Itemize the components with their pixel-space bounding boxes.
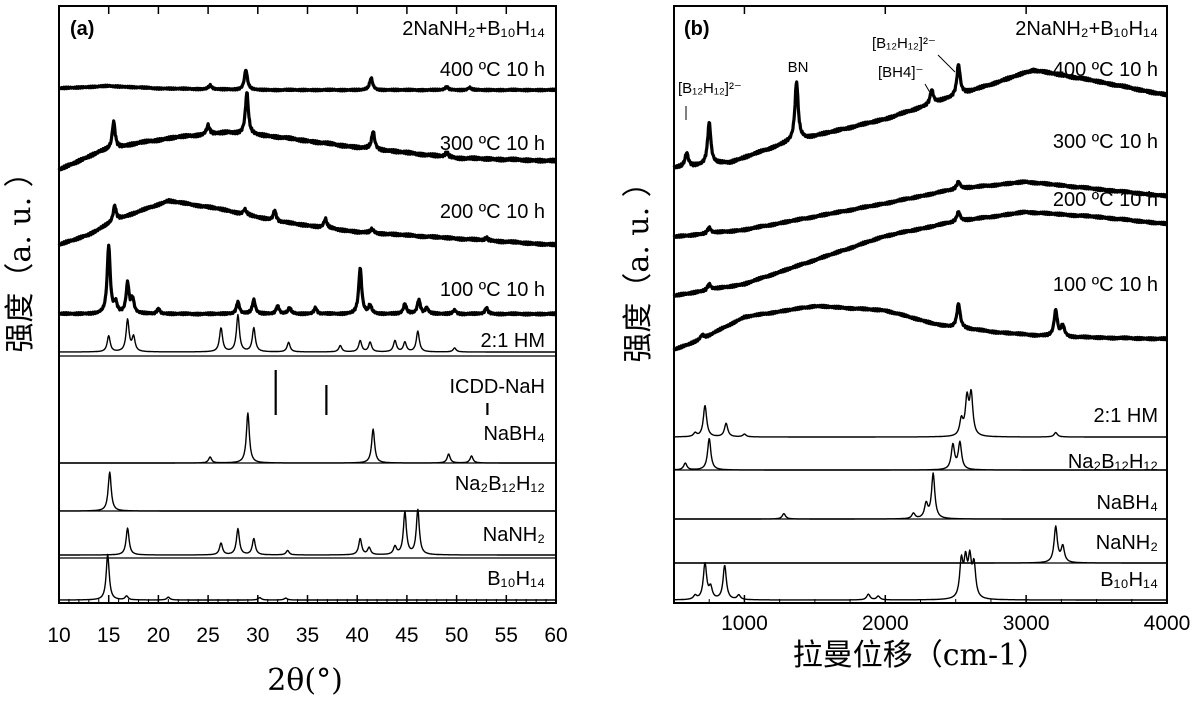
series-label: NaBH₄ xyxy=(1096,492,1158,514)
series-line xyxy=(672,179,1169,239)
panel-b-tag: (b) xyxy=(684,18,710,40)
annotation-leader xyxy=(937,54,956,73)
series-label: 400 ºC 10 h xyxy=(440,59,545,81)
panel-a-ylabel: 强度（a. u. ） xyxy=(3,157,38,352)
panel-a-plot: 10 15 20 25 30 35 40 45 50 55 60 400 ºC 10 h 300 ºC … xyxy=(47,6,568,647)
panel-b-xlabel: 拉曼位移（cm-1） xyxy=(793,638,1047,673)
series-label: 300 ºC 10 h xyxy=(440,133,545,155)
series-label: 300 ºC 10 h xyxy=(1053,131,1158,153)
series-label: ICDD-NaH xyxy=(449,376,545,398)
series-label: 200 ºC 10 h xyxy=(440,201,545,223)
panel-a-xlabel: 2θ(°) xyxy=(267,663,343,698)
x-tick-label: 2000 xyxy=(862,612,909,635)
series-label: NaNH₂ xyxy=(483,524,545,546)
x-tick-label: 3000 xyxy=(1003,612,1050,635)
x-tick-label: 20 xyxy=(147,624,170,647)
series-label: B₁₀H₁₄ xyxy=(1100,569,1158,591)
panel-b-header: 2NaNH₂+B₁₀H₁₄ xyxy=(1015,18,1158,40)
panel-b-plot: 1000 2000 3000 4000 400 ºC 10 h 300 ºC 10 h 20… xyxy=(672,6,1191,635)
panel-a-tag: (a) xyxy=(70,18,94,40)
series-line xyxy=(673,472,1168,520)
annotation-leader xyxy=(924,83,933,97)
series-label: 2:1 HM xyxy=(481,330,545,352)
series-label: 100 ºC 10 h xyxy=(440,279,545,301)
series-label: B₁₀H₁₄ xyxy=(487,568,545,590)
series-line xyxy=(57,68,557,93)
series-line xyxy=(57,91,558,172)
series-line xyxy=(58,508,557,556)
x-tick-label: 45 xyxy=(395,624,418,647)
x-tick-label: 55 xyxy=(495,624,518,647)
series-label: 200 ºC 10 h xyxy=(1053,189,1158,211)
x-tick-label: 15 xyxy=(97,624,120,647)
series-line xyxy=(672,302,1169,352)
peak-annotation: [B₁₂H₁₂]²⁻ xyxy=(678,80,742,97)
series-line xyxy=(673,388,1168,438)
series-line xyxy=(58,471,557,512)
series-label: Na₂B₁₂H₁₂ xyxy=(455,473,545,495)
x-tick-label: 10 xyxy=(47,624,70,647)
series-line xyxy=(672,209,1169,298)
series-line xyxy=(58,313,557,353)
series-line xyxy=(57,243,557,317)
series-label: Na₂B₁₂H₁₂ xyxy=(1068,451,1158,473)
peak-annotation: BN xyxy=(788,59,809,76)
x-tick-label: 30 xyxy=(246,624,269,647)
series-label: NaBH₄ xyxy=(483,423,545,445)
x-tick-label: 4000 xyxy=(1144,612,1191,635)
x-tick-label: 35 xyxy=(296,624,319,647)
series-label: 2:1 HM xyxy=(1094,405,1158,427)
peak-annotation: [B₁₂H₁₂]²⁻ xyxy=(872,35,936,52)
series-line xyxy=(58,412,557,464)
x-tick-label: 60 xyxy=(544,624,567,647)
series-label: 100 ºC 10 h xyxy=(1053,274,1158,296)
panel-b-frame xyxy=(673,5,1168,604)
series-label: 400 ºC 10 h xyxy=(1053,59,1158,81)
x-tick-label: 40 xyxy=(346,624,369,647)
series-line xyxy=(57,198,558,248)
panel-a-header: 2NaNH₂+B₁₀H₁₄ xyxy=(402,18,545,40)
x-tick-label: 25 xyxy=(196,624,219,647)
peak-annotation: [BH4]⁻ xyxy=(878,64,923,81)
series-line xyxy=(673,437,1168,471)
series-line xyxy=(58,553,557,601)
x-tick-label: 50 xyxy=(445,624,468,647)
series-line xyxy=(672,63,1169,170)
panel-b-ylabel: 强度（a. u. ） xyxy=(621,167,656,362)
series-line xyxy=(673,525,1168,564)
series-line xyxy=(673,549,1168,601)
x-tick-label: 1000 xyxy=(721,612,768,635)
series-label: NaNH₂ xyxy=(1096,532,1158,554)
